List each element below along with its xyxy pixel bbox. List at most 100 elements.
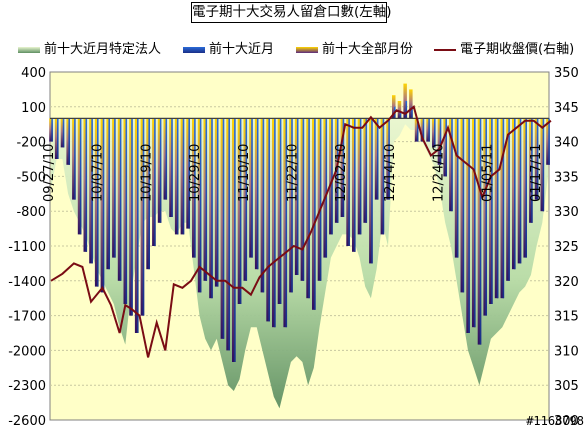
bar-near-month	[285, 118, 288, 328]
bar-all-months	[140, 118, 145, 316]
bar-near-month	[496, 118, 499, 299]
y-right-tick-label: 310	[554, 344, 579, 359]
bar-all-months	[112, 118, 116, 258]
bar-all-months	[157, 118, 162, 223]
bar-near-month	[125, 118, 128, 305]
bar-all-months	[329, 118, 333, 235]
close-price-line	[50, 105, 552, 358]
bar-all-months	[254, 118, 259, 270]
bar-near-month	[359, 118, 362, 235]
bar-near-month	[336, 118, 339, 223]
x-tick-label: 12/14/10	[383, 144, 398, 202]
bar-near-month	[325, 118, 328, 258]
y-right-tick-label: 345	[554, 101, 579, 116]
y-left-tick-label: -2300	[8, 379, 46, 394]
bar-near-month	[137, 118, 139, 334]
bar-near-month	[119, 118, 122, 281]
legend-swatch-all-months	[296, 46, 318, 53]
bar-near-month	[439, 118, 442, 165]
bar-all-months	[426, 118, 430, 142]
y-left-tick-label: -200	[16, 136, 46, 151]
legend-label-all-months: 前十大全部月份	[322, 42, 414, 57]
bar-near-month	[405, 101, 408, 119]
bar-near-month	[525, 118, 527, 258]
bar-all-months	[494, 118, 499, 299]
bar-all-months	[129, 118, 133, 316]
bar-all-months	[489, 118, 493, 305]
bar-all-months	[460, 118, 464, 293]
bar-all-months	[386, 118, 390, 200]
bar-all-months	[169, 118, 173, 217]
bar-all-months	[432, 118, 436, 148]
bar-all-months	[83, 118, 87, 252]
bar-all-months	[106, 118, 110, 270]
bar-all-months	[203, 118, 207, 281]
bar-all-months	[214, 118, 219, 287]
y-left-tick-label: -1700	[8, 310, 46, 325]
y-left-tick-label: 400	[21, 66, 46, 81]
bar-near-month	[205, 118, 208, 281]
bar-all-months	[512, 118, 516, 270]
bar-near-month	[148, 118, 150, 270]
bar-near-month	[102, 118, 105, 293]
bar-near-month	[342, 118, 345, 217]
bar-near-month	[262, 118, 265, 293]
y-left-tick-label: -1100	[8, 240, 46, 255]
legend-label-close-price: 電子期收盤價(右軸)	[460, 42, 575, 57]
bar-all-months	[403, 83, 407, 119]
bar-all-months	[237, 118, 242, 305]
x-tick-label: 12/24/10	[432, 144, 447, 202]
bar-near-month	[85, 118, 88, 252]
bar-all-months	[437, 118, 442, 165]
bar-near-month	[91, 118, 93, 264]
x-tick-label: 12/02/10	[334, 144, 349, 202]
bar-near-month	[462, 118, 465, 293]
bar-near-month	[348, 118, 350, 246]
legend-swatch-close-price	[434, 48, 456, 51]
bar-near-month	[108, 118, 110, 270]
bar-near-month	[382, 118, 385, 235]
bar-all-months	[226, 118, 230, 351]
bar-near-month	[514, 118, 516, 270]
bar-near-month	[199, 118, 202, 293]
legend-item-institutional: 前十大近月特定法人	[18, 40, 161, 60]
bar-all-months	[346, 118, 350, 246]
bar-near-month	[274, 118, 276, 328]
bar-near-month	[451, 118, 453, 212]
bar-near-month	[296, 118, 299, 276]
bar-all-months	[283, 118, 287, 328]
bar-all-months	[180, 118, 185, 235]
bar-near-month	[251, 118, 253, 258]
bar-all-months	[340, 118, 345, 217]
x-tick-label: 10/07/10	[91, 144, 106, 202]
bar-near-month	[365, 118, 368, 223]
y-right-tick-label: 335	[554, 170, 579, 185]
bar-near-month	[142, 118, 145, 316]
legend-item-all-months: 前十大全部月份	[296, 40, 413, 60]
bar-all-months	[192, 118, 196, 258]
bar-near-month	[319, 118, 322, 281]
bar-near-month	[314, 118, 316, 310]
bar-near-month	[211, 118, 213, 299]
bar-all-months	[163, 118, 167, 200]
bar-near-month	[79, 118, 82, 235]
x-tick-label: 09/27/10	[42, 144, 57, 202]
y-right-tick-label: 315	[554, 310, 579, 325]
bar-near-month	[159, 118, 162, 223]
bar-near-month	[468, 118, 470, 334]
bar-near-month	[57, 118, 59, 159]
bar-near-month	[176, 118, 179, 235]
legend-item-close-price: 電子期收盤價(右軸)	[434, 40, 574, 60]
legend-swatch-institutional	[18, 46, 40, 53]
x-tick-label: 01/17/11	[529, 144, 544, 202]
bar-all-months	[277, 118, 282, 305]
bar-near-month	[331, 118, 333, 235]
legend-label-institutional: 前十大近月特定法人	[44, 42, 162, 57]
chart-title: 電子期十大交易人留倉口數(左軸)	[191, 2, 392, 23]
bar-all-months	[60, 118, 65, 148]
bar-near-month	[456, 118, 459, 258]
bar-near-month	[171, 118, 173, 217]
bar-all-months	[540, 118, 544, 212]
y-right-tick-label: 305	[554, 379, 579, 394]
bar-near-month	[228, 118, 230, 351]
